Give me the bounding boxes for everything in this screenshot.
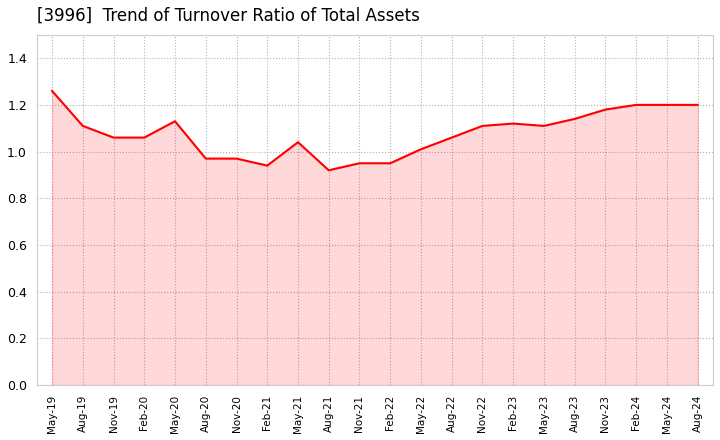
Text: [3996]  Trend of Turnover Ratio of Total Assets: [3996] Trend of Turnover Ratio of Total … [37, 7, 420, 25]
